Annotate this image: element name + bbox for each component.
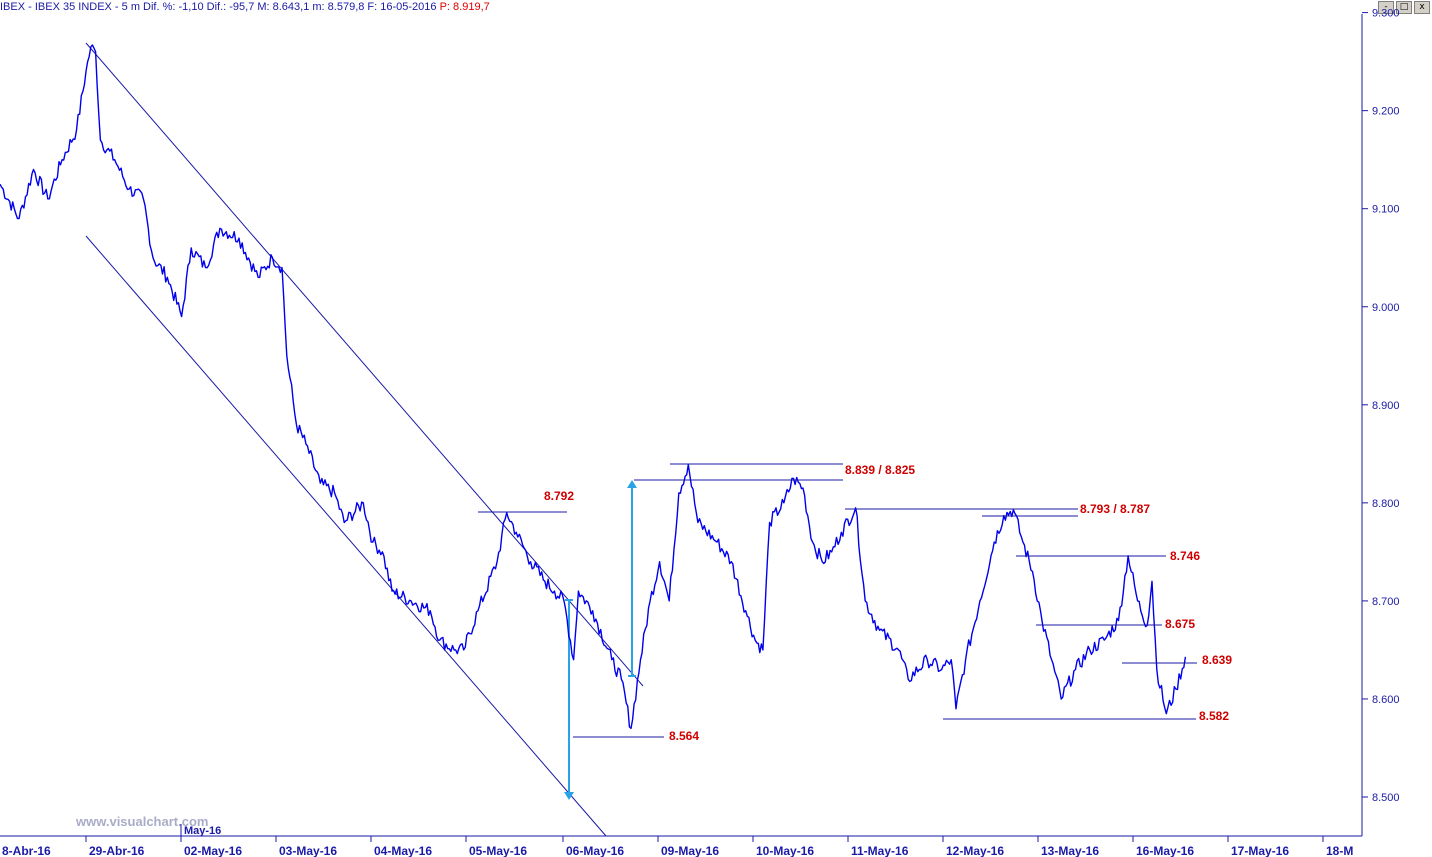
x-tick-label: 18-M bbox=[1326, 844, 1353, 857]
level-label-8839-8825: 8.839 / 8.825 bbox=[845, 463, 915, 477]
y-tick-label: 8.800 bbox=[1372, 498, 1400, 510]
y-tick-label: 8.500 bbox=[1372, 792, 1400, 804]
level-label-8675: 8.675 bbox=[1165, 617, 1195, 631]
header-previous-close: P: 8.919,7 bbox=[439, 1, 490, 13]
level-label-8582: 8.582 bbox=[1199, 709, 1229, 723]
y-axis-ticks: 8.500 8.600 8.700 8.800 8.900 9.000 9.100 9.200… bbox=[1362, 8, 1400, 804]
channel-upper-line[interactable] bbox=[85, 42, 644, 687]
y-tick-label: 8.900 bbox=[1372, 400, 1400, 412]
y-tick-label: 8.600 bbox=[1372, 694, 1400, 706]
level-label-8564: 8.564 bbox=[669, 729, 699, 743]
y-tick-label: 8.700 bbox=[1372, 596, 1400, 608]
level-label-8793-8787: 8.793 / 8.787 bbox=[1080, 502, 1150, 516]
y-tick-label: 9.000 bbox=[1372, 302, 1400, 314]
header-instrument-info: IBEX - IBEX 35 INDEX - 5 m Dif. %: -1,10… bbox=[0, 1, 437, 13]
level-lines: 8.792 8.564 8.839 / 8.825 8.793 / 8.787 … bbox=[478, 463, 1232, 743]
maximize-button[interactable]: □ bbox=[1396, 1, 1412, 14]
x-axis-ticks: 8-Abr-16 29-Abr-16 02-May-16 03-May-16 04-Ma… bbox=[2, 836, 1353, 857]
level-label-8639: 8.639 bbox=[1202, 653, 1232, 667]
y-tick-label: 9.300 bbox=[1372, 8, 1400, 20]
x-tick-label: 17-May-16 bbox=[1231, 844, 1289, 857]
x-tick-label: 16-May-16 bbox=[1136, 844, 1194, 857]
month-label: May-16 bbox=[184, 825, 221, 837]
x-tick-label: 29-Abr-16 bbox=[89, 844, 145, 857]
x-tick-label: 03-May-16 bbox=[279, 844, 337, 857]
x-tick-label: 05-May-16 bbox=[469, 844, 527, 857]
channel-lower-line[interactable] bbox=[85, 235, 607, 837]
x-tick-label: 13-May-16 bbox=[1041, 844, 1099, 857]
x-tick-label: 11-May-16 bbox=[851, 844, 909, 857]
price-series-line[interactable] bbox=[0, 44, 1187, 730]
x-tick-label: 06-May-16 bbox=[566, 844, 624, 857]
x-tick-label: 10-May-16 bbox=[756, 844, 814, 857]
level-label-8746: 8.746 bbox=[1170, 549, 1200, 563]
watermark: www.visualchart.com bbox=[75, 814, 208, 829]
level-label-8792: 8.792 bbox=[544, 489, 574, 503]
measure-arrow-up-head bbox=[627, 480, 637, 488]
x-tick-label: 02-May-16 bbox=[184, 844, 242, 857]
close-button[interactable]: x bbox=[1414, 1, 1430, 14]
window-controls: - □ x bbox=[1378, 1, 1430, 14]
minimize-button[interactable]: - bbox=[1378, 1, 1394, 14]
measure-arrow-down-head bbox=[564, 792, 574, 800]
y-tick-label: 9.200 bbox=[1372, 106, 1400, 118]
x-tick-label: 09-May-16 bbox=[661, 844, 719, 857]
y-tick-label: 9.100 bbox=[1372, 204, 1400, 216]
x-tick-label: 04-May-16 bbox=[374, 844, 432, 857]
trend-channel bbox=[85, 42, 644, 837]
x-tick-label: 12-May-16 bbox=[946, 844, 1004, 857]
x-tick-label: 8-Abr-16 bbox=[2, 844, 51, 857]
chart-header: IBEX - IBEX 35 INDEX - 5 m Dif. %: -1,10… bbox=[0, 0, 490, 15]
